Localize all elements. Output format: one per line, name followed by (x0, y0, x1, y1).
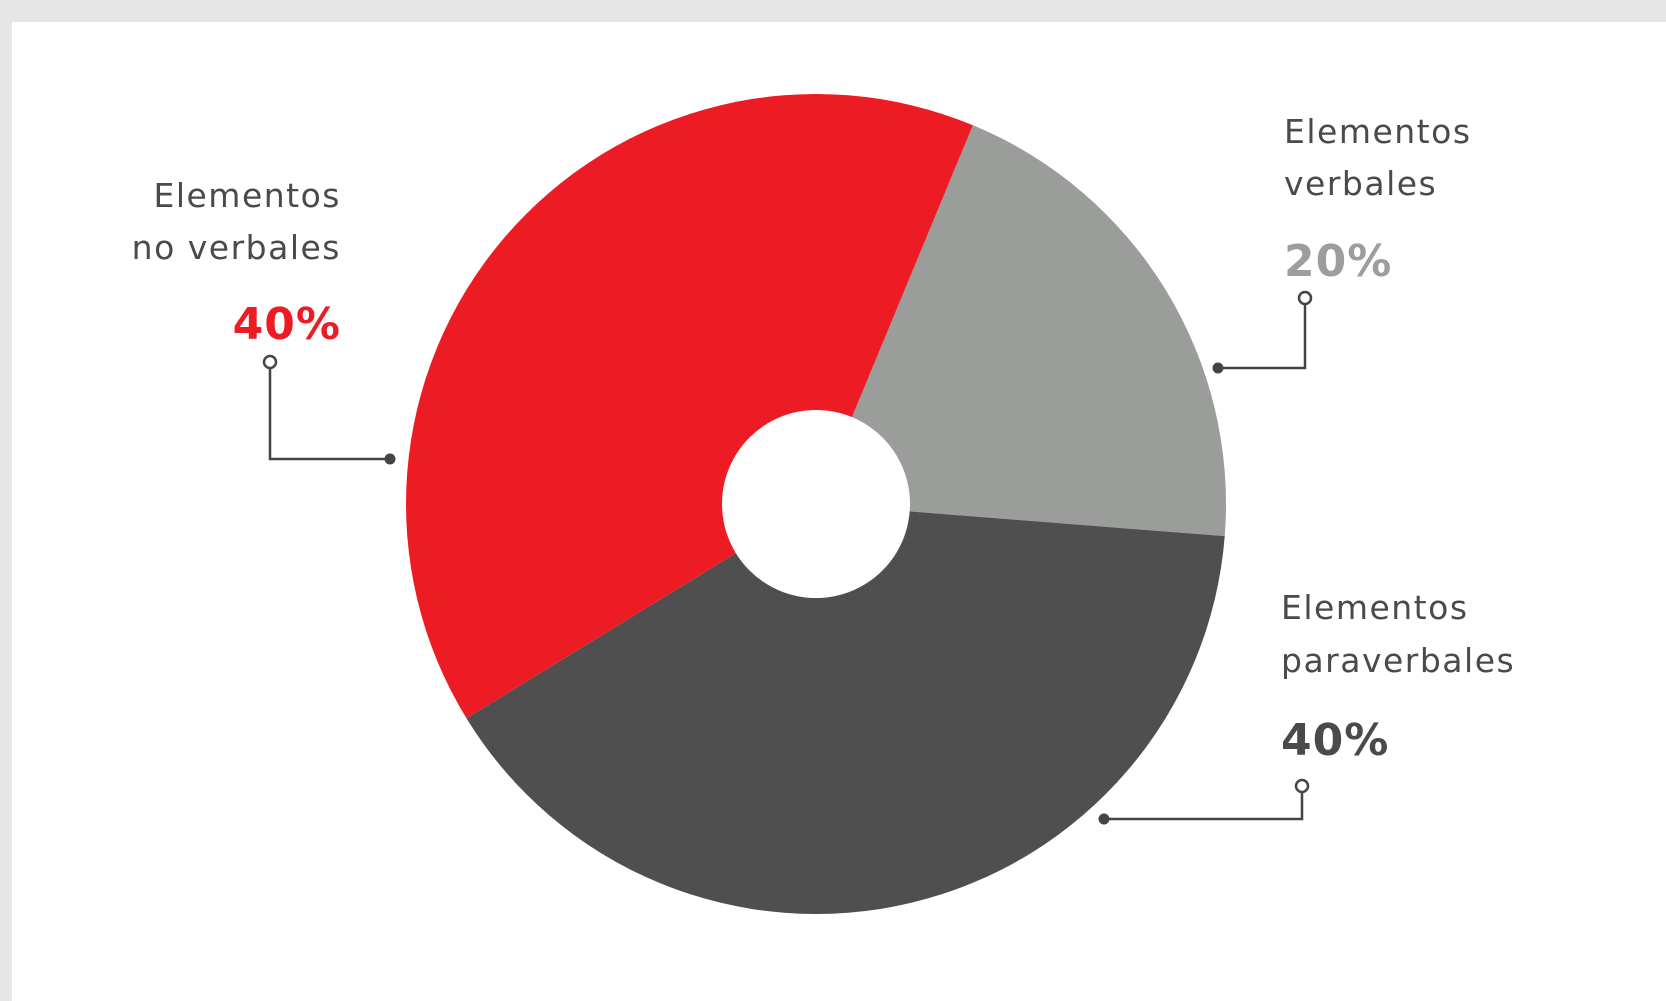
callout-ring (1294, 778, 1310, 794)
slice-paraverbales (466, 504, 1225, 914)
callout-no-verbales (262, 354, 396, 465)
callout-paraverbales (1098, 778, 1310, 825)
slice-label-line: Elementos (153, 176, 341, 215)
callout-dot (1098, 813, 1110, 825)
callout-dot (1212, 362, 1224, 374)
slice-label-line: Elementos (1281, 588, 1469, 627)
slice-percent-label: 20% (1284, 236, 1392, 287)
callout-ring (262, 354, 278, 370)
slice-no-verbales (405, 93, 973, 719)
frame-top-border (0, 0, 1666, 22)
callout-line (268, 362, 390, 461)
donut-hole (722, 410, 910, 598)
slice-label-verbales: Elementos verbales 20% (1284, 112, 1472, 287)
slice-label-paraverbales: Elementos paraverbales 40% (1281, 588, 1515, 766)
callout-line (1218, 298, 1307, 370)
slice-percent-label: 40% (233, 299, 341, 350)
callout-verbales (1212, 290, 1313, 374)
callout-ring (1297, 290, 1313, 306)
slice-label-line: Elementos (1284, 112, 1472, 151)
slice-verbales (816, 125, 1226, 537)
callout-dot (384, 453, 396, 465)
slice-label-line: no verbales (132, 228, 341, 267)
slice-percent-label: 40% (1281, 715, 1389, 766)
callout-line (1104, 786, 1304, 821)
frame-left-border (0, 0, 12, 1001)
slice-label-line: paraverbales (1281, 641, 1515, 680)
slice-label-no-verbales: Elementos no verbales 40% (132, 176, 341, 350)
slice-label-line: verbales (1284, 164, 1437, 203)
